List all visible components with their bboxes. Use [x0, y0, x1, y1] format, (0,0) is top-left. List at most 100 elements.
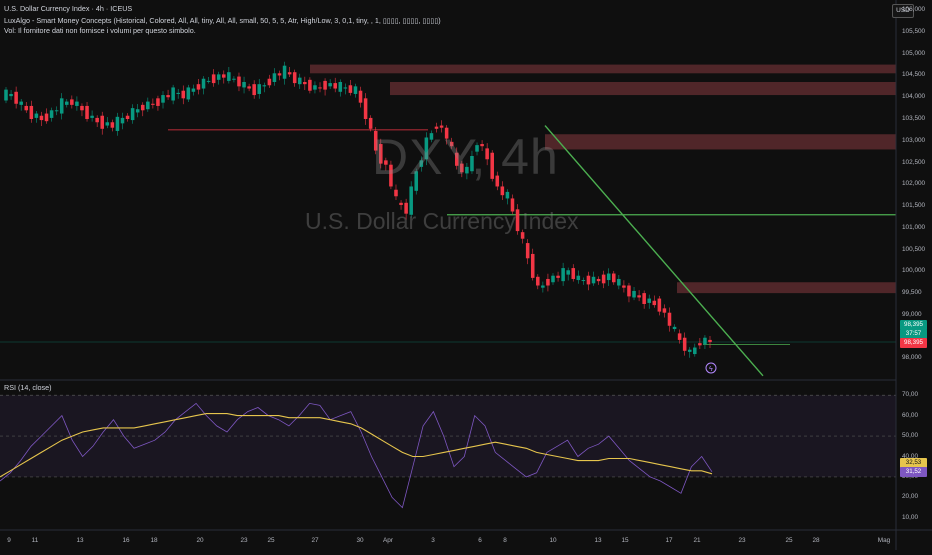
candle-body	[34, 113, 39, 118]
price-axis-tick: 99,500	[902, 289, 922, 297]
candle-body	[146, 101, 150, 110]
rsi-axis-tick: 50,00	[902, 432, 918, 440]
time-axis-tick: 9	[7, 537, 11, 544]
candle-body	[287, 72, 292, 75]
time-axis-tick: 18	[150, 537, 158, 544]
candle-body	[282, 65, 287, 79]
candle-body	[596, 278, 601, 282]
candle-body	[4, 89, 8, 101]
candle-body	[384, 160, 388, 165]
candle-body	[95, 117, 99, 123]
time-axis-tick: 10	[549, 537, 557, 544]
candle-body	[454, 152, 459, 166]
volume-note: Vol: Il fornitore dati non fornisce i vo…	[4, 26, 196, 35]
price-axis-tick: 100,000	[902, 267, 926, 275]
candle-body	[166, 95, 170, 98]
candle-body	[242, 82, 246, 88]
candle-body	[105, 122, 110, 126]
candle-body	[297, 77, 302, 85]
price-axis-tick: 103,000	[902, 136, 926, 144]
candle-body	[247, 86, 251, 89]
candle-body	[161, 95, 165, 103]
time-axis-tick: 13	[76, 537, 84, 544]
candle-body	[541, 285, 545, 288]
candle-body	[672, 326, 677, 330]
candle-body	[642, 293, 646, 304]
candle-body	[470, 156, 474, 172]
candle-body	[622, 285, 626, 288]
candle-body	[343, 87, 348, 89]
time-axis-tick: 17	[665, 537, 673, 544]
rsi-axis-tick: 40,00	[902, 452, 918, 460]
candle-body	[703, 337, 707, 345]
time-axis-tick: 16	[122, 537, 130, 544]
symbol-title: U.S. Dollar Currency Index · 4h · ICEUS	[4, 4, 133, 13]
candle-body	[566, 270, 570, 275]
last-price-tag: 98,395	[900, 320, 927, 330]
candle-body	[328, 83, 332, 87]
alert-icon	[705, 362, 717, 374]
candle-body	[581, 280, 586, 282]
candle-body	[571, 268, 576, 279]
candle-body	[80, 105, 84, 111]
bid-price-tag: 98,395	[900, 338, 927, 348]
candle-body	[460, 163, 464, 173]
candle-body	[19, 101, 23, 105]
candle-body	[191, 88, 196, 92]
candle-body	[419, 160, 424, 167]
candle-body	[434, 126, 439, 129]
candle-body	[536, 276, 540, 286]
candle-body	[196, 84, 201, 90]
rsi-legend[interactable]: RSI (14, close)	[4, 383, 52, 392]
candle-body	[530, 253, 535, 278]
candle-body	[135, 109, 140, 113]
candle-body	[662, 308, 667, 313]
candle-body	[652, 300, 657, 306]
price-axis-tick: 98,000	[902, 354, 922, 362]
candle-body	[465, 166, 469, 174]
candle-body	[637, 295, 641, 298]
candle-body	[39, 115, 44, 121]
candle-body	[44, 113, 49, 122]
candle-body	[171, 87, 175, 101]
rsi-axis-tick: 60,00	[902, 411, 918, 419]
candle-body	[449, 141, 454, 147]
candle-body	[348, 85, 353, 93]
candle-body	[647, 298, 651, 303]
candle-body	[49, 110, 54, 118]
price-axis-tick: 103,500	[902, 115, 926, 122]
candle-body	[627, 285, 631, 297]
time-axis-tick: 15	[621, 537, 629, 544]
candle-body	[551, 275, 555, 283]
candle-body	[439, 125, 444, 128]
time-axis-tick: 23	[738, 537, 746, 544]
candle-body	[222, 74, 226, 78]
price-axis-tick: 104,000	[902, 93, 926, 101]
rsi-ma-value-tag: 31,52	[900, 467, 927, 477]
countdown-tag: 37:57	[900, 329, 927, 339]
candle-body	[308, 79, 312, 91]
candle-body	[515, 209, 520, 232]
indicator-legend[interactable]: LuxAlgo - Smart Money Concepts (Historic…	[4, 16, 441, 25]
price-axis-tick: 100,500	[902, 245, 926, 253]
candle-body	[59, 98, 64, 114]
candle-body	[693, 347, 697, 355]
candle-body	[475, 145, 479, 152]
currency-button[interactable]: USD	[892, 4, 914, 18]
candle-body	[394, 189, 398, 197]
rsi-axis-tick: 20,00	[902, 493, 918, 501]
candle-body	[100, 115, 105, 129]
order-block-zone	[677, 282, 896, 294]
candle-body	[409, 186, 413, 215]
time-axis-tick: 25	[267, 537, 275, 544]
rsi-ma-line	[0, 413, 713, 478]
candle-body	[505, 191, 510, 199]
time-axis-tick: 11	[31, 537, 39, 544]
candle-body	[617, 278, 621, 286]
candle-body	[368, 117, 373, 129]
candle-body	[130, 108, 135, 121]
candle-body	[485, 148, 489, 160]
candle-body	[389, 164, 393, 187]
